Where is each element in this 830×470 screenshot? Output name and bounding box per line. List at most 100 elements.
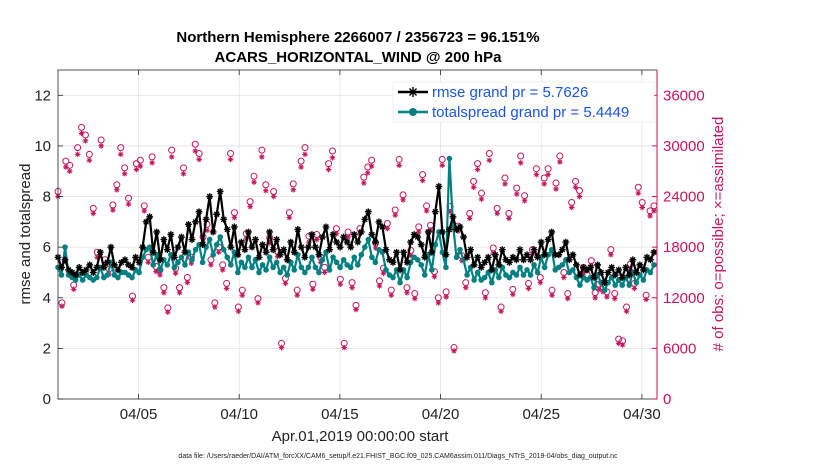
obs-possible-point-62 bbox=[297, 157, 305, 165]
rmse-point-1 bbox=[58, 264, 65, 271]
obs-assimilated-point-138 bbox=[596, 286, 602, 293]
rmse-point-60 bbox=[266, 228, 273, 236]
obs-assimilated-point-55 bbox=[270, 193, 277, 200]
totalspread-point-133 bbox=[524, 267, 530, 273]
obs-possible-point-18 bbox=[125, 194, 133, 202]
obs-assimilated-point-106 bbox=[470, 184, 477, 191]
totalspread-point-81 bbox=[340, 257, 347, 263]
rmse-point-138 bbox=[541, 251, 549, 259]
obs-possible-point-7 bbox=[81, 131, 89, 139]
totalspread-point-130 bbox=[513, 272, 520, 278]
totalspread-point-65 bbox=[284, 272, 291, 278]
rmse-point-91 bbox=[375, 218, 383, 226]
rmse-point-41 bbox=[199, 241, 206, 249]
obs-possible-point-35 bbox=[191, 140, 199, 148]
y-tick-label-4: 8 bbox=[43, 189, 51, 206]
totalspread-point-134 bbox=[527, 272, 534, 278]
rmse-point-71 bbox=[304, 243, 312, 251]
y-right-tick-label-1: 6000 bbox=[663, 340, 696, 357]
totalspread-point-110 bbox=[443, 264, 449, 271]
obs-possible-point-70 bbox=[328, 147, 336, 155]
rmse-point-157 bbox=[608, 264, 616, 271]
rmse-point-57 bbox=[255, 253, 263, 261]
obs-assimilated-point-118 bbox=[517, 159, 524, 166]
rmse-point-54 bbox=[245, 228, 252, 236]
obs-assimilated-point-92 bbox=[415, 229, 422, 235]
obs-assimilated-point-30 bbox=[172, 270, 179, 277]
obs-assimilated-point-73 bbox=[341, 344, 348, 351]
obs-possible-point-24 bbox=[148, 153, 156, 161]
totalspread-point-152 bbox=[591, 284, 597, 291]
x-tick-label-1: 04/10 bbox=[220, 406, 258, 423]
totalspread-point-103 bbox=[418, 262, 425, 268]
obs-possible-point-122 bbox=[532, 165, 540, 173]
obs-assimilated-point-90 bbox=[408, 252, 414, 259]
rmse-point-16 bbox=[111, 261, 118, 269]
totalspread-point-104 bbox=[421, 272, 428, 278]
rmse-point-56 bbox=[252, 236, 259, 243]
rmse-point-144 bbox=[562, 238, 570, 246]
obs-assimilated-point-137 bbox=[592, 294, 598, 301]
totalspread-point-56 bbox=[252, 257, 259, 263]
totalspread-point-54 bbox=[245, 254, 252, 261]
obs-assimilated-point-116 bbox=[510, 291, 516, 298]
obs-assimilated-point-49 bbox=[247, 203, 253, 210]
rmse-point-74 bbox=[315, 251, 323, 259]
totalspread-point-143 bbox=[559, 262, 566, 268]
rmse-point-43 bbox=[206, 193, 214, 200]
obs-assimilated-point-38 bbox=[204, 227, 210, 234]
obs-assimilated-point-113 bbox=[498, 308, 504, 315]
legend-totalspread-marker bbox=[409, 108, 417, 116]
totalspread-point-135 bbox=[531, 262, 537, 268]
totalspread-point-90 bbox=[372, 259, 379, 266]
obs-assimilated-point-108 bbox=[478, 196, 485, 202]
obs-assimilated-point-70 bbox=[329, 154, 336, 161]
obs-assimilated-point-5 bbox=[74, 151, 81, 158]
totalspread-point-28 bbox=[153, 251, 160, 258]
totalspread-point-69 bbox=[298, 264, 305, 271]
rmse-point-93 bbox=[382, 246, 390, 254]
rmse-point-95 bbox=[389, 258, 397, 266]
totalspread-point-76 bbox=[323, 249, 329, 256]
totalspread-point-14 bbox=[104, 272, 111, 278]
totalspread-point-114 bbox=[457, 246, 463, 253]
obs-assimilated-point-110 bbox=[486, 157, 493, 164]
obs-assimilated-point-114 bbox=[502, 181, 508, 187]
obs-assimilated-point-63 bbox=[302, 151, 308, 158]
rmse-point-66 bbox=[287, 238, 295, 246]
obs-assimilated-point-11 bbox=[98, 143, 104, 149]
obs-assimilated-point-4 bbox=[70, 286, 77, 293]
rmse-point-131 bbox=[516, 246, 524, 254]
rmse-point-135 bbox=[530, 246, 538, 254]
totalspread-point-128 bbox=[506, 274, 513, 281]
obs-assimilated-point-50 bbox=[251, 179, 257, 185]
rmse-point-11 bbox=[93, 264, 101, 271]
rmse-point-129 bbox=[509, 253, 517, 261]
totalspread-point-125 bbox=[496, 274, 502, 281]
totalspread-point-38 bbox=[189, 257, 195, 263]
totalspread-point-85 bbox=[354, 262, 361, 268]
totalspread-point-147 bbox=[573, 274, 580, 281]
obs-possible-point-44 bbox=[227, 150, 235, 158]
obs-possible-point-29 bbox=[168, 146, 176, 154]
rmse-point-8 bbox=[82, 266, 90, 274]
rmse-point-139 bbox=[544, 236, 552, 243]
totalspread-point-95 bbox=[390, 274, 396, 281]
rmse-point-34 bbox=[174, 243, 182, 251]
rmse-series bbox=[54, 183, 658, 286]
obs-possible-point-63 bbox=[301, 144, 309, 152]
obs-assimilated-point-132 bbox=[572, 184, 579, 191]
rmse-point-9 bbox=[86, 261, 94, 269]
rmse-point-36 bbox=[181, 248, 189, 256]
obs-assimilated-point-21 bbox=[137, 163, 144, 169]
obs-assimilated-point-19 bbox=[129, 297, 136, 304]
totalspread-point-119 bbox=[474, 269, 481, 276]
totalspread-point-168 bbox=[647, 269, 654, 276]
rmse-point-145 bbox=[565, 256, 573, 264]
obs-assimilated-point-44 bbox=[227, 156, 234, 163]
obs-assimilated-point-120 bbox=[525, 285, 532, 292]
y-tick-label-0: 0 bbox=[43, 391, 51, 408]
obs-assimilated-point-147 bbox=[631, 285, 638, 292]
obs-assimilated-point-87 bbox=[396, 162, 402, 169]
